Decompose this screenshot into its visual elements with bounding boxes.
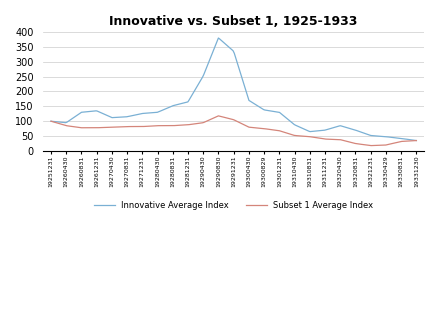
Innovative Average Index <box>266 109 272 113</box>
Innovative Average Index <box>265 109 271 113</box>
Subset 1 Average Index <box>265 127 271 131</box>
Innovative Average Index <box>357 130 362 134</box>
Title: Innovative vs. Subset 1, 1925-1933: Innovative vs. Subset 1, 1925-1933 <box>109 15 357 28</box>
Line: Innovative Average Index: Innovative Average Index <box>51 38 415 141</box>
Line: Subset 1 Average Index: Subset 1 Average Index <box>51 116 415 146</box>
Innovative Average Index <box>48 119 53 123</box>
Innovative Average Index <box>272 110 278 114</box>
Subset 1 Average Index <box>266 128 272 131</box>
Innovative Average Index <box>413 139 418 142</box>
Subset 1 Average Index <box>48 119 53 123</box>
Subset 1 Average Index <box>215 114 220 118</box>
Subset 1 Average Index <box>413 139 418 142</box>
Innovative Average Index <box>380 135 385 138</box>
Subset 1 Average Index <box>49 120 55 123</box>
Subset 1 Average Index <box>272 128 278 132</box>
Innovative Average Index <box>215 36 220 40</box>
Subset 1 Average Index <box>381 143 386 147</box>
Subset 1 Average Index <box>357 142 362 146</box>
Subset 1 Average Index <box>367 144 373 148</box>
Legend: Innovative Average Index, Subset 1 Average Index: Innovative Average Index, Subset 1 Avera… <box>90 198 376 213</box>
Innovative Average Index <box>49 120 55 123</box>
